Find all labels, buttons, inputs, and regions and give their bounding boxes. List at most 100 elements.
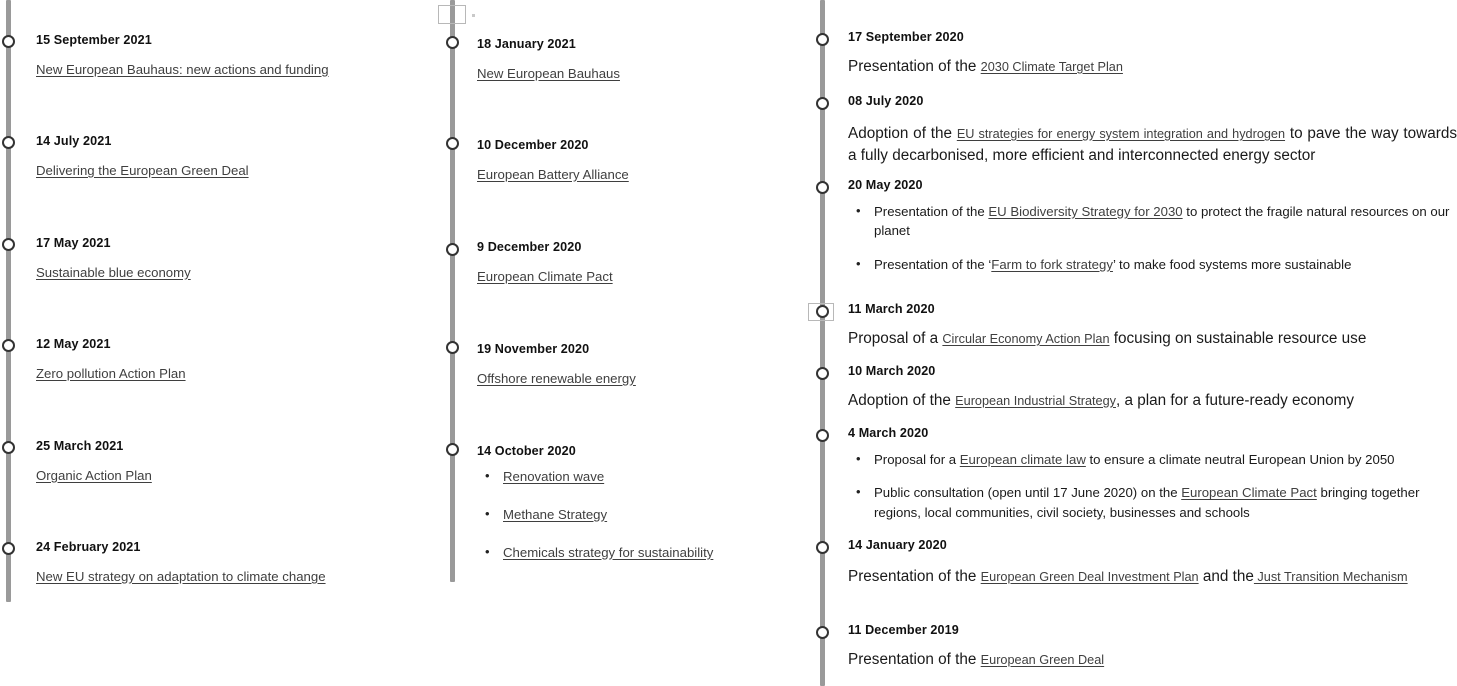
entry-body: Offshore renewable energy [477, 370, 804, 388]
entry-paragraph: Presentation of the European Green Deal [848, 649, 1457, 671]
list-item-text: Presentation of the EU Biodiversity Stra… [874, 202, 1457, 241]
selection-handle-dot[interactable] [472, 14, 475, 17]
list-text-after: ’ to make food systems more sustainable [1112, 256, 1352, 272]
selection-handle-rect[interactable] [808, 303, 834, 321]
paragraph-text-mid: and the [1198, 567, 1254, 585]
paragraph-text-before: Presentation of the [848, 57, 981, 75]
timeline-node[interactable] [816, 541, 829, 554]
entry-date: 18 January 2021 [477, 37, 576, 51]
entry-link[interactable]: European Climate Pact [1181, 485, 1317, 501]
entry-body: New European Bauhaus [477, 65, 804, 83]
entry-date: 4 March 2020 [848, 426, 929, 440]
timeline-node[interactable] [2, 441, 15, 454]
timeline-node[interactable] [816, 305, 829, 318]
list-text-after: bringing together regions, local communi… [874, 485, 1420, 520]
entry-link[interactable]: New EU strategy on adaptation to climate… [36, 568, 326, 584]
entry-body: Zero pollution Action Plan [36, 365, 430, 383]
timeline-node[interactable] [816, 626, 829, 639]
entry-paragraph: Adoption of the EU strategies for energy… [848, 123, 1457, 166]
timeline-node[interactable] [816, 33, 829, 46]
timeline-entry: 25 March 2021 Organic Action Plan [36, 439, 430, 485]
entry-date: 08 July 2020 [848, 94, 924, 108]
timeline-node[interactable] [446, 137, 459, 150]
entry-link[interactable]: Delivering the European Green Deal [36, 162, 249, 178]
timeline-entry: 11 December 2019 Presentation of the Eur… [848, 623, 1457, 671]
entry-link[interactable]: Methane Strategy [503, 506, 608, 522]
timeline-node[interactable] [446, 36, 459, 49]
timeline-node[interactable] [2, 238, 15, 251]
list-item: • Proposal for a European climate law to… [848, 450, 1457, 470]
entry-link-secondary[interactable]: Just Transition Mechanism [1253, 569, 1408, 584]
list-item: • Presentation of the ‘Farm to fork stra… [848, 255, 1457, 275]
entry-link[interactable]: Offshore renewable energy [477, 370, 636, 386]
entry-bullet-list: • Presentation of the EU Biodiversity St… [848, 202, 1457, 275]
entry-link[interactable]: EU strategies for energy system integrat… [956, 126, 1286, 141]
entry-link[interactable]: Chemicals strategy for sustainability [503, 544, 714, 560]
entry-link[interactable]: European climate law [959, 451, 1086, 467]
timeline-node[interactable] [446, 243, 459, 256]
timeline-node[interactable] [816, 97, 829, 110]
entry-link[interactable]: European Climate Pact [477, 268, 613, 284]
timeline-node[interactable] [816, 181, 829, 194]
entry-body: Proposal of a Circular Economy Action Pl… [848, 328, 1457, 350]
bullet-icon: • [485, 467, 490, 483]
timeline-node[interactable] [2, 542, 15, 555]
entry-link[interactable]: Sustainable blue economy [36, 264, 191, 280]
timeline-node[interactable] [2, 339, 15, 352]
entry-date: 11 December 2019 [848, 623, 959, 637]
entry-link[interactable]: European Green Deal Investment Plan [980, 569, 1199, 584]
entry-link[interactable]: EU Biodiversity Strategy for 2030 [988, 203, 1183, 219]
entry-link[interactable]: Organic Action Plan [36, 467, 152, 483]
entry-bullet-list: • Proposal for a European climate law to… [848, 450, 1457, 523]
entry-date: 10 March 2020 [848, 364, 936, 378]
timeline-entry: 11 March 2020 Proposal of a Circular Eco… [848, 302, 1457, 350]
entry-link[interactable]: European Battery Alliance [477, 166, 629, 182]
bullet-icon: • [856, 202, 861, 218]
timeline-node[interactable] [816, 429, 829, 442]
timeline-node[interactable] [446, 443, 459, 456]
entry-link[interactable]: Renovation wave [503, 468, 605, 484]
entry-link[interactable]: Circular Economy Action Plan [942, 331, 1110, 346]
list-item-text: Public consultation (open until 17 June … [874, 483, 1457, 522]
selection-handle-rect[interactable] [438, 5, 466, 24]
timeline-node[interactable] [2, 136, 15, 149]
paragraph-text-after: focusing on sustainable resource use [1109, 329, 1367, 347]
entry-body: New European Bauhaus: new actions and fu… [36, 61, 430, 79]
entry-date: 14 October 2020 [477, 444, 576, 458]
entry-paragraph: Presentation of the 2030 Climate Target … [848, 56, 1457, 78]
entry-body: • Renovation wave • Methane Strategy • C… [477, 468, 804, 562]
entry-link[interactable]: European Green Deal [980, 652, 1105, 667]
entry-date: 11 March 2020 [848, 302, 935, 316]
entry-date: 14 July 2021 [36, 134, 112, 148]
entry-date: 19 November 2020 [477, 342, 590, 356]
entry-body: Organic Action Plan [36, 467, 430, 485]
timeline-entry: 9 December 2020 European Climate Pact [477, 240, 804, 286]
entry-body: Delivering the European Green Deal [36, 162, 430, 180]
timeline-entry: 08 July 2020 Adoption of the EU strategi… [848, 94, 1457, 166]
entry-link[interactable]: New European Bauhaus [477, 65, 620, 81]
entry-link[interactable]: Zero pollution Action Plan [36, 365, 186, 381]
timeline-entry: 14 July 2021 Delivering the European Gre… [36, 134, 430, 180]
entry-link[interactable]: New European Bauhaus: new actions and fu… [36, 61, 329, 77]
timeline-entry: 12 May 2021 Zero pollution Action Plan [36, 337, 430, 383]
entry-link[interactable]: Farm to fork strategy [991, 256, 1113, 272]
paragraph-text-before: Adoption of the [848, 124, 957, 142]
entry-link[interactable]: European Industrial Strategy [955, 393, 1116, 408]
timeline-entry: 14 January 2020 Presentation of the Euro… [848, 538, 1457, 588]
list-item: • Methane Strategy [477, 506, 804, 524]
timeline-entry: 10 March 2020 Adoption of the European I… [848, 364, 1457, 412]
list-item: • Presentation of the EU Biodiversity St… [848, 202, 1457, 241]
list-text-before: Presentation of the [874, 203, 989, 219]
paragraph-text-before: Proposal of a [848, 329, 943, 347]
list-text-before: Presentation of the ‘ [874, 256, 992, 272]
paragraph-text-after: , a plan for a future-ready economy [1115, 391, 1355, 409]
timeline-entry: 18 January 2021 New European Bauhaus [477, 37, 804, 83]
timeline-node[interactable] [446, 341, 459, 354]
entry-link[interactable]: 2030 Climate Target Plan [980, 59, 1123, 74]
timeline-node[interactable] [816, 367, 829, 380]
timeline-entry: 19 November 2020 Offshore renewable ener… [477, 342, 804, 388]
list-item: • Public consultation (open until 17 Jun… [848, 483, 1457, 522]
bullet-icon: • [856, 450, 861, 466]
entry-body: New EU strategy on adaptation to climate… [36, 568, 430, 586]
timeline-node[interactable] [2, 35, 15, 48]
